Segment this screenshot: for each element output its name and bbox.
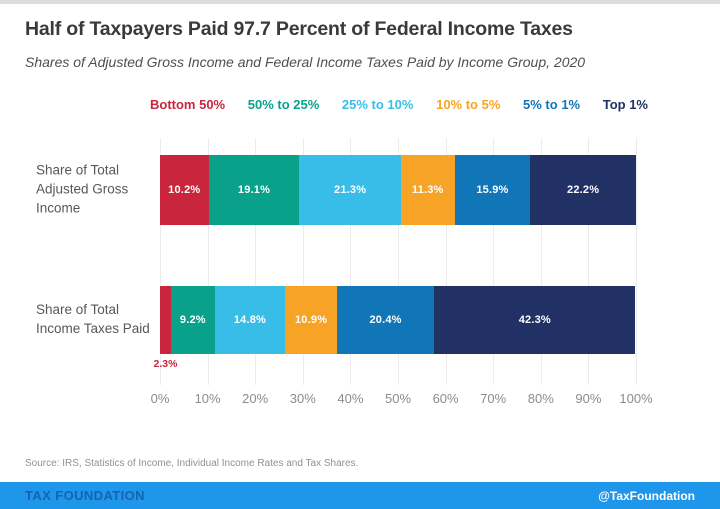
bar-adjusted-gross-income: 10.2% 19.1% 21.3% 11.3% 15.9% 22.2%: [160, 155, 636, 225]
x-axis-tick: 100%: [619, 391, 653, 406]
chart-subtitle: Shares of Adjusted Gross Income and Fede…: [25, 54, 586, 70]
gridline: [350, 138, 352, 385]
x-axis-tick: 50%: [384, 391, 412, 406]
row-label-adjusted-gross-income: Share of Total Adjusted Gross Income: [36, 162, 129, 216]
bar-segment: 9.2%: [170, 286, 215, 354]
bar-segment: 20.4%: [337, 286, 435, 354]
legend-item: 50% to 25%: [247, 97, 320, 112]
gridline: [493, 138, 495, 385]
bar-segment: 19.1%: [208, 155, 300, 225]
x-axis-tick: 10%: [194, 391, 221, 406]
legend-item: Top 1%: [602, 97, 648, 112]
x-axis-tick: 90%: [575, 391, 602, 406]
bar-segment: [160, 286, 171, 354]
row-label-income-taxes-paid: Share of Total Income Taxes Paid: [36, 302, 150, 336]
x-axis-tick: 20%: [242, 391, 269, 406]
gridline: [207, 138, 209, 385]
bar-segment: 21.3%: [299, 155, 401, 225]
x-axis: 0% 10% 20% 30% 40% 50% 60% 70% 80% 90% 100%: [151, 391, 653, 407]
source-note: Source: IRS, Statistics of Income, Indiv…: [25, 458, 359, 469]
bar-income-taxes-paid: 2.3% 9.2% 14.8% 10.9% 20.4% 42.3%: [154, 286, 636, 370]
bar-segment: 42.3%: [434, 286, 636, 354]
bar-segment: 10.2%: [160, 155, 209, 225]
twitter-handle: @TaxFoundation: [598, 488, 695, 503]
legend-item: 10% to 5%: [436, 97, 501, 112]
legend: Bottom 50% 50% to 25% 25% to 10% 10% to 5% 5…: [150, 97, 648, 112]
bar-segment-outside-label: 2.3%: [153, 358, 178, 370]
x-axis-tick: 70%: [480, 391, 507, 406]
gridline: [445, 138, 447, 385]
bar-segment: 11.3%: [400, 155, 455, 225]
chart-title: Half of Taxpayers Paid 97.7 Percent of F…: [25, 18, 573, 40]
bar-segment: 14.8%: [214, 286, 286, 354]
bar-segment: 10.9%: [285, 286, 338, 354]
x-axis-tick: 30%: [289, 391, 316, 406]
gridline: [398, 138, 399, 385]
x-axis-tick: 0%: [150, 391, 170, 406]
top-divider: [0, 0, 720, 4]
brand-name: TAX FOUNDATION: [25, 488, 145, 503]
plot-area: 10.2% 19.1% 21.3% 11.3% 15.9% 22.2% 2.3% 9.2% 1…: [154, 138, 637, 385]
x-axis-tick: 80%: [527, 391, 554, 406]
footer-bar: TAX FOUNDATION @TaxFoundation: [0, 482, 720, 509]
gridline: [302, 138, 304, 385]
legend-item: 5% to 1%: [523, 97, 581, 112]
x-axis-tick: 40%: [337, 391, 364, 406]
gridline: [540, 138, 542, 385]
gridline: [636, 138, 637, 385]
gridline: [255, 138, 257, 385]
gridline: [588, 138, 590, 385]
legend-item: 25% to 10%: [341, 97, 414, 112]
bar-segment: 22.2%: [530, 155, 636, 225]
x-axis-tick: 60%: [432, 391, 459, 406]
legend-item: Bottom 50%: [150, 97, 226, 112]
bar-segment: 15.9%: [454, 155, 531, 225]
gridline: [160, 138, 161, 385]
